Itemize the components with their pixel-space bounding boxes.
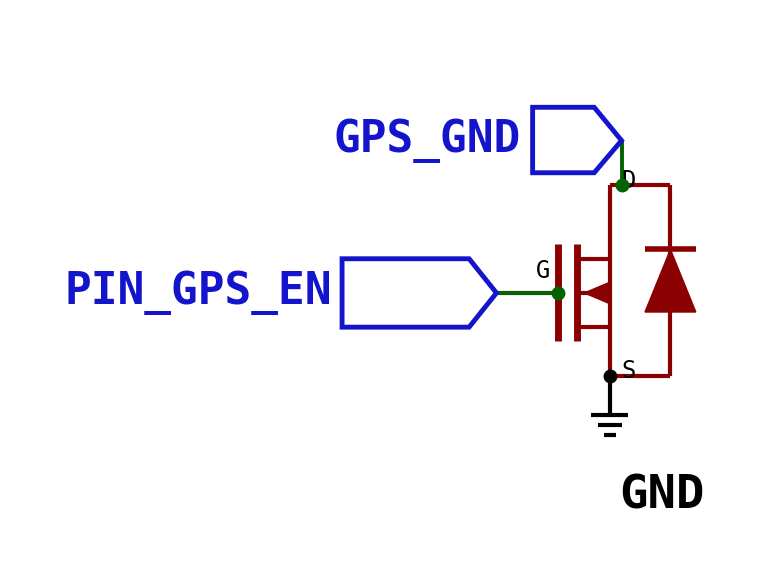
Polygon shape: [584, 282, 610, 304]
Polygon shape: [645, 250, 696, 312]
Text: D: D: [622, 169, 635, 193]
Text: GND: GND: [620, 474, 705, 519]
Text: PIN_GPS_EN: PIN_GPS_EN: [65, 271, 332, 315]
Text: GPS_GND: GPS_GND: [334, 118, 521, 163]
Text: S: S: [622, 359, 635, 383]
Text: G: G: [536, 260, 550, 283]
